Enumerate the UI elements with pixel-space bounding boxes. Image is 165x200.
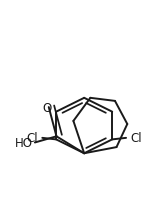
Text: HO: HO [15,136,33,149]
Text: Cl: Cl [26,132,38,145]
Text: O: O [43,101,52,114]
Text: Cl: Cl [131,132,142,145]
